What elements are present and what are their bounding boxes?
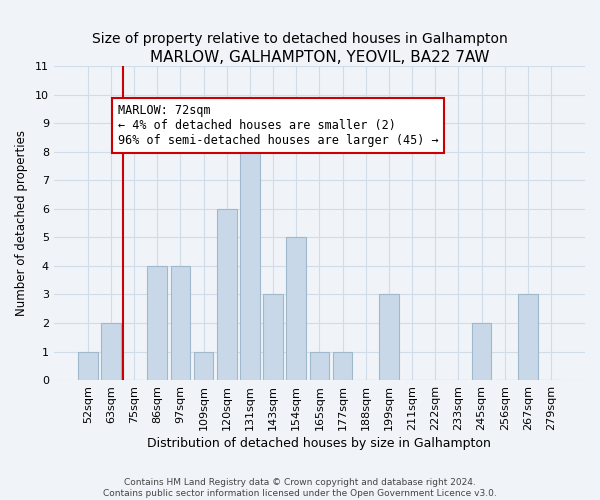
- Title: MARLOW, GALHAMPTON, YEOVIL, BA22 7AW: MARLOW, GALHAMPTON, YEOVIL, BA22 7AW: [149, 50, 489, 65]
- Bar: [170, 266, 190, 380]
- Bar: [240, 123, 260, 380]
- Bar: [518, 294, 538, 380]
- X-axis label: Distribution of detached houses by size in Galhampton: Distribution of detached houses by size …: [148, 437, 491, 450]
- Y-axis label: Number of detached properties: Number of detached properties: [15, 130, 28, 316]
- Bar: [333, 352, 352, 380]
- Bar: [78, 352, 98, 380]
- Bar: [310, 352, 329, 380]
- Bar: [148, 266, 167, 380]
- Text: MARLOW: 72sqm
← 4% of detached houses are smaller (2)
96% of semi-detached house: MARLOW: 72sqm ← 4% of detached houses ar…: [118, 104, 438, 147]
- Bar: [286, 238, 306, 380]
- Bar: [101, 323, 121, 380]
- Text: Size of property relative to detached houses in Galhampton: Size of property relative to detached ho…: [92, 32, 508, 46]
- Bar: [379, 294, 399, 380]
- Bar: [263, 294, 283, 380]
- Bar: [194, 352, 214, 380]
- Text: Contains HM Land Registry data © Crown copyright and database right 2024.
Contai: Contains HM Land Registry data © Crown c…: [103, 478, 497, 498]
- Bar: [217, 209, 236, 380]
- Bar: [472, 323, 491, 380]
